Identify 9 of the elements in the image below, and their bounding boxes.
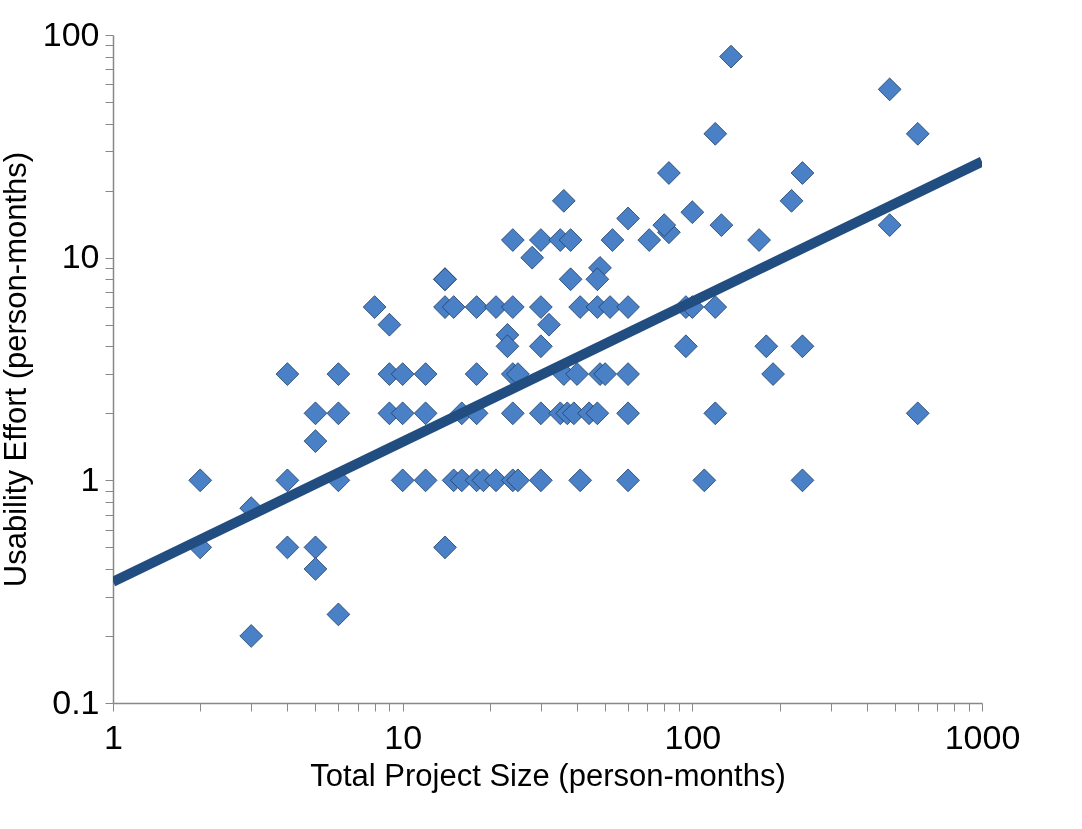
y-tick-label: 1: [80, 459, 100, 498]
x-tick-label: 100: [664, 717, 722, 756]
y-tick-label: 100: [42, 14, 100, 53]
x-tick-label: 1000: [944, 717, 1021, 756]
x-axis-title: Total Project Size (person-months): [310, 757, 786, 793]
y-tick-label: 10: [61, 237, 100, 276]
y-tick-label: 0.1: [52, 682, 100, 721]
x-tick-label: 10: [384, 717, 423, 756]
y-axis-title: Usability Effort (person-months): [0, 151, 33, 588]
